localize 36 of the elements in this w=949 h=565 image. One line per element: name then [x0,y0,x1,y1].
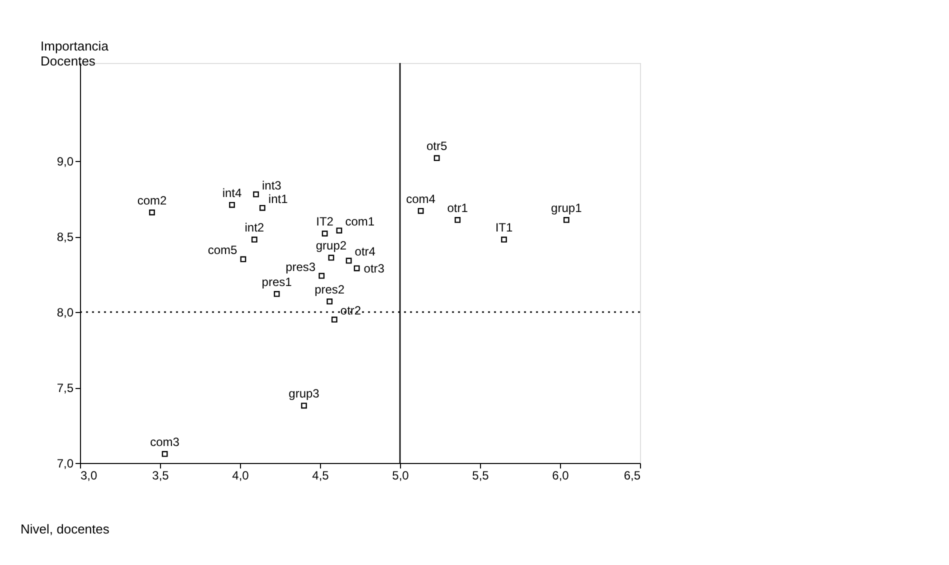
annotation: pres1 [262,274,292,289]
annotation: IT1 [495,220,513,235]
x-tick-label: 5,5 [472,468,490,482]
x-axis-title: Nivel, docentes [20,522,110,536]
annotation: int3 [262,178,282,192]
y-tick-label: 7,5 [56,381,74,396]
y-tick-label: 8,0 [56,306,74,320]
annotation: int2 [244,220,264,235]
annotation: grup2 [316,238,347,253]
y-tick-label: 9,0 [56,154,74,169]
annotation: IT2 [316,214,334,229]
annotation: grup1 [551,200,582,215]
x-tick-label: 4,5 [312,468,330,482]
annotation: grup3 [288,386,320,401]
x-tick-label: 4,0 [232,468,250,482]
annotation: int1 [268,192,288,206]
annotation: com4 [406,192,436,206]
annotation: otr5 [426,139,448,154]
annotation: com3 [150,434,180,449]
y-tick-label: 7,0 [56,456,74,470]
x-tick-label: 3,5 [152,468,170,482]
x-tick-label: 6,0 [552,468,570,482]
annotation: com1 [345,214,375,229]
x-tick-label: 5,0 [392,468,410,482]
y-tick-label: 8,5 [56,230,74,244]
annotation: pres2 [314,282,345,296]
annotation: com5 [208,243,238,258]
annotation: otr1 [447,200,468,215]
annotation: otr3 [364,261,385,276]
annotation: com2 [137,193,167,208]
annotation: int4 [222,186,242,200]
annotation: pres3 [286,260,316,274]
x-tick-label: 3,0 [80,468,98,482]
annotation: otr4 [354,244,376,259]
x-tick-label: 6,5 [624,468,641,482]
y-axis-title: Importancia Docentes [40,38,110,68]
